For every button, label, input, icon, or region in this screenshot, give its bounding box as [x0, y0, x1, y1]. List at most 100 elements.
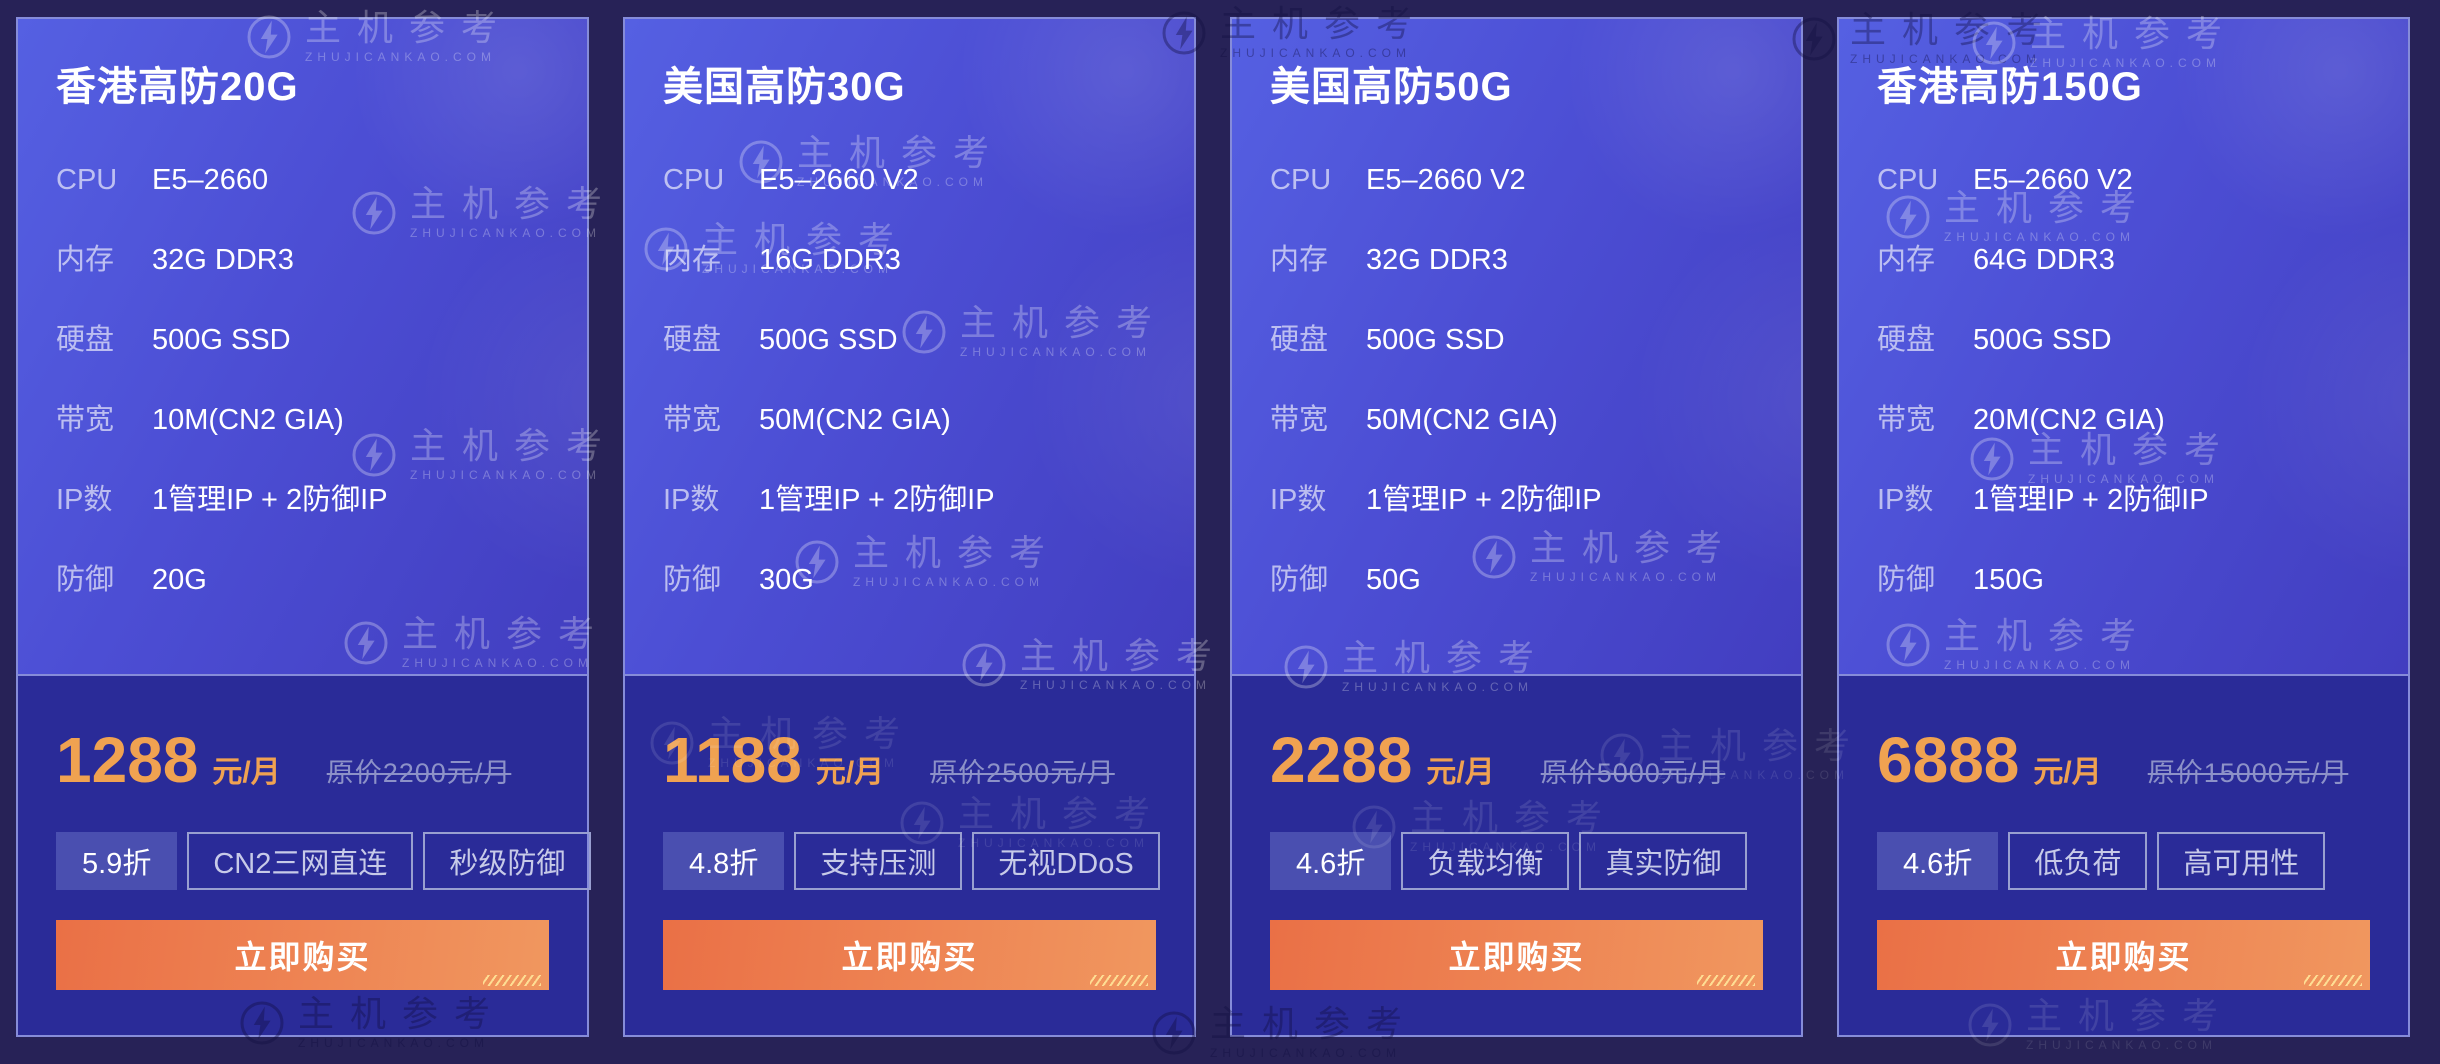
watermark-domain: ZHUJICANKAO.COM: [2026, 1038, 2218, 1052]
watermark-domain: ZHUJICANKAO.COM: [1210, 1046, 1402, 1060]
panel-divider: [1839, 674, 2408, 676]
buy-button[interactable]: 立即购买: [1877, 920, 2370, 990]
spec-row: CPU E5–2660: [56, 165, 557, 195]
buy-button-label: 立即购买: [841, 939, 978, 975]
feature-tag: CN2三网直连: [187, 832, 414, 890]
price-amount: 1188: [663, 724, 802, 796]
discount-badge: 4.6折: [1877, 832, 1999, 890]
spec-row: 防御 150G: [1877, 565, 2378, 595]
spec-value: 500G SSD: [1973, 324, 2112, 356]
original-price: 原价5000元/月: [1540, 758, 1726, 788]
price-unit: 元/月: [815, 756, 885, 789]
spec-row: IP数 1管理IP + 2防御IP: [1877, 485, 2378, 515]
button-corner-decoration-icon: [2304, 975, 2362, 986]
spec-label: CPU: [56, 164, 118, 196]
spec-value: E5–2660 V2: [759, 164, 919, 196]
spec-label: 内存: [56, 244, 115, 276]
tag-row: 4.6折 低负荷 高可用性: [1877, 832, 2370, 890]
price-row: 2288 元/月 原价5000元/月: [1270, 728, 1763, 792]
price-unit: 元/月: [1426, 756, 1495, 789]
buy-button[interactable]: 立即购买: [1270, 920, 1763, 990]
plan-cards-row: 香港高防20G CPU E5–2660 内存 32G DDR3 硬盘 500G SSD 带宽…: [16, 17, 2410, 1037]
spec-row: IP数 1管理IP + 2防御IP: [1270, 485, 1771, 515]
discount-badge: 5.9折: [56, 832, 178, 890]
buy-button-label: 立即购买: [1448, 939, 1585, 975]
spec-row: 带宽 20M(CN2 GIA): [1877, 405, 2378, 435]
buy-button-label: 立即购买: [234, 939, 371, 975]
spec-row: 带宽 50M(CN2 GIA): [1270, 405, 1771, 435]
buy-button[interactable]: 立即购买: [663, 920, 1156, 990]
discount-badge: 4.6折: [1270, 832, 1392, 890]
spec-row: 内存 64G DDR3: [1877, 245, 2378, 275]
spec-row: 防御 30G: [663, 565, 1164, 595]
spec-row: CPU E5–2660 V2: [1877, 165, 2378, 195]
spec-label: 带宽: [1877, 404, 1936, 436]
price-row: 1288 元/月 原价2200元/月: [56, 728, 549, 792]
buy-button[interactable]: 立即购买: [56, 920, 549, 990]
plan-title: 美国高防50G: [1270, 65, 1513, 109]
button-corner-decoration-icon: [1090, 975, 1148, 986]
spec-value: 64G DDR3: [1973, 244, 2115, 276]
spec-value: E5–2660: [152, 164, 269, 196]
spec-list: CPU E5–2660 V2 内存 16G DDR3 硬盘 500G SSD 带宽 50M(C…: [663, 165, 1164, 595]
spec-label: 防御: [1270, 564, 1329, 596]
watermark-domain: ZHUJICANKAO.COM: [298, 1036, 490, 1050]
spec-row: 硬盘 500G SSD: [1270, 325, 1771, 355]
spec-list: CPU E5–2660 V2 内存 32G DDR3 硬盘 500G SSD 带宽 50M(C…: [1270, 165, 1771, 595]
spec-label: 带宽: [1270, 404, 1329, 436]
price-unit: 元/月: [2033, 756, 2102, 789]
spec-row: 硬盘 500G SSD: [56, 325, 557, 355]
spec-row: 内存 32G DDR3: [56, 245, 557, 275]
plan-spec-panel: 美国高防50G CPU E5–2660 V2 内存 32G DDR3 硬盘 500G SS…: [1232, 19, 1801, 674]
spec-label: 内存: [1270, 244, 1329, 276]
button-corner-decoration-icon: [483, 975, 541, 986]
spec-list: CPU E5–2660 V2 内存 64G DDR3 硬盘 500G SSD 带宽 20M(C…: [1877, 165, 2378, 595]
spec-list: CPU E5–2660 内存 32G DDR3 硬盘 500G SSD 带宽 10M(CN2 …: [56, 165, 557, 595]
spec-row: IP数 1管理IP + 2防御IP: [663, 485, 1164, 515]
button-corner-decoration-icon: [1697, 975, 1755, 986]
discount-badge: 4.8折: [663, 832, 785, 890]
spec-label: IP数: [56, 484, 113, 516]
spec-row: 内存 32G DDR3: [1270, 245, 1771, 275]
buy-button-label: 立即购买: [2055, 939, 2192, 975]
plan-spec-panel: 美国高防30G CPU E5–2660 V2 内存 16G DDR3 硬盘 500G SS…: [625, 19, 1194, 674]
plan-spec-panel: 香港高防150G CPU E5–2660 V2 内存 64G DDR3 硬盘 500G S…: [1839, 19, 2408, 674]
spec-label: 防御: [56, 564, 115, 596]
spec-row: 硬盘 500G SSD: [663, 325, 1164, 355]
spec-label: 硬盘: [56, 324, 115, 356]
original-price: 原价2200元/月: [326, 758, 512, 788]
spec-value: 20M(CN2 GIA): [1973, 404, 2165, 436]
feature-tag: 高可用性: [2157, 832, 2326, 890]
feature-tag: 负载均衡: [1401, 832, 1570, 890]
price-row: 6888 元/月 原价15000元/月: [1877, 728, 2370, 792]
plan-card: 美国高防50G CPU E5–2660 V2 内存 32G DDR3 硬盘 500G SS…: [1230, 17, 1803, 1037]
spec-row: 内存 16G DDR3: [663, 245, 1164, 275]
spec-row: CPU E5–2660 V2: [1270, 165, 1771, 195]
spec-value: E5–2660 V2: [1366, 164, 1526, 196]
panel-divider: [18, 674, 587, 676]
spec-label: IP数: [1270, 484, 1327, 516]
spec-label: 防御: [663, 564, 722, 596]
spec-value: 32G DDR3: [1366, 244, 1508, 276]
price-amount: 6888: [1877, 724, 2020, 796]
feature-tag: 支持压测: [794, 832, 963, 890]
original-price: 原价15000元/月: [2147, 758, 2349, 788]
price-amount: 2288: [1270, 724, 1413, 796]
spec-label: 硬盘: [663, 324, 722, 356]
spec-value: 150G: [1973, 564, 2044, 596]
spec-row: CPU E5–2660 V2: [663, 165, 1164, 195]
plan-price-panel: 1288 元/月 原价2200元/月 5.9折 CN2三网直连 秒级防御 立即购买: [18, 676, 592, 1035]
spec-label: CPU: [1877, 164, 1939, 196]
spec-value: 1管理IP + 2防御IP: [152, 484, 388, 516]
spec-label: 硬盘: [1877, 324, 1936, 356]
spec-row: 硬盘 500G SSD: [1877, 325, 2378, 355]
feature-tag: 真实防御: [1579, 832, 1748, 890]
plan-title: 香港高防20G: [56, 65, 299, 109]
spec-value: 20G: [152, 564, 207, 596]
feature-tag: 无视DDoS: [972, 832, 1160, 890]
spec-value: 500G SSD: [1366, 324, 1505, 356]
plan-price-panel: 6888 元/月 原价15000元/月 4.6折 低负荷 高可用性 立即购买: [1839, 676, 2408, 1035]
plan-title: 香港高防150G: [1877, 65, 2143, 109]
plan-price-panel: 1188 元/月 原价2500元/月 4.8折 支持压测 无视DDoS 立即购买: [625, 676, 1194, 1035]
